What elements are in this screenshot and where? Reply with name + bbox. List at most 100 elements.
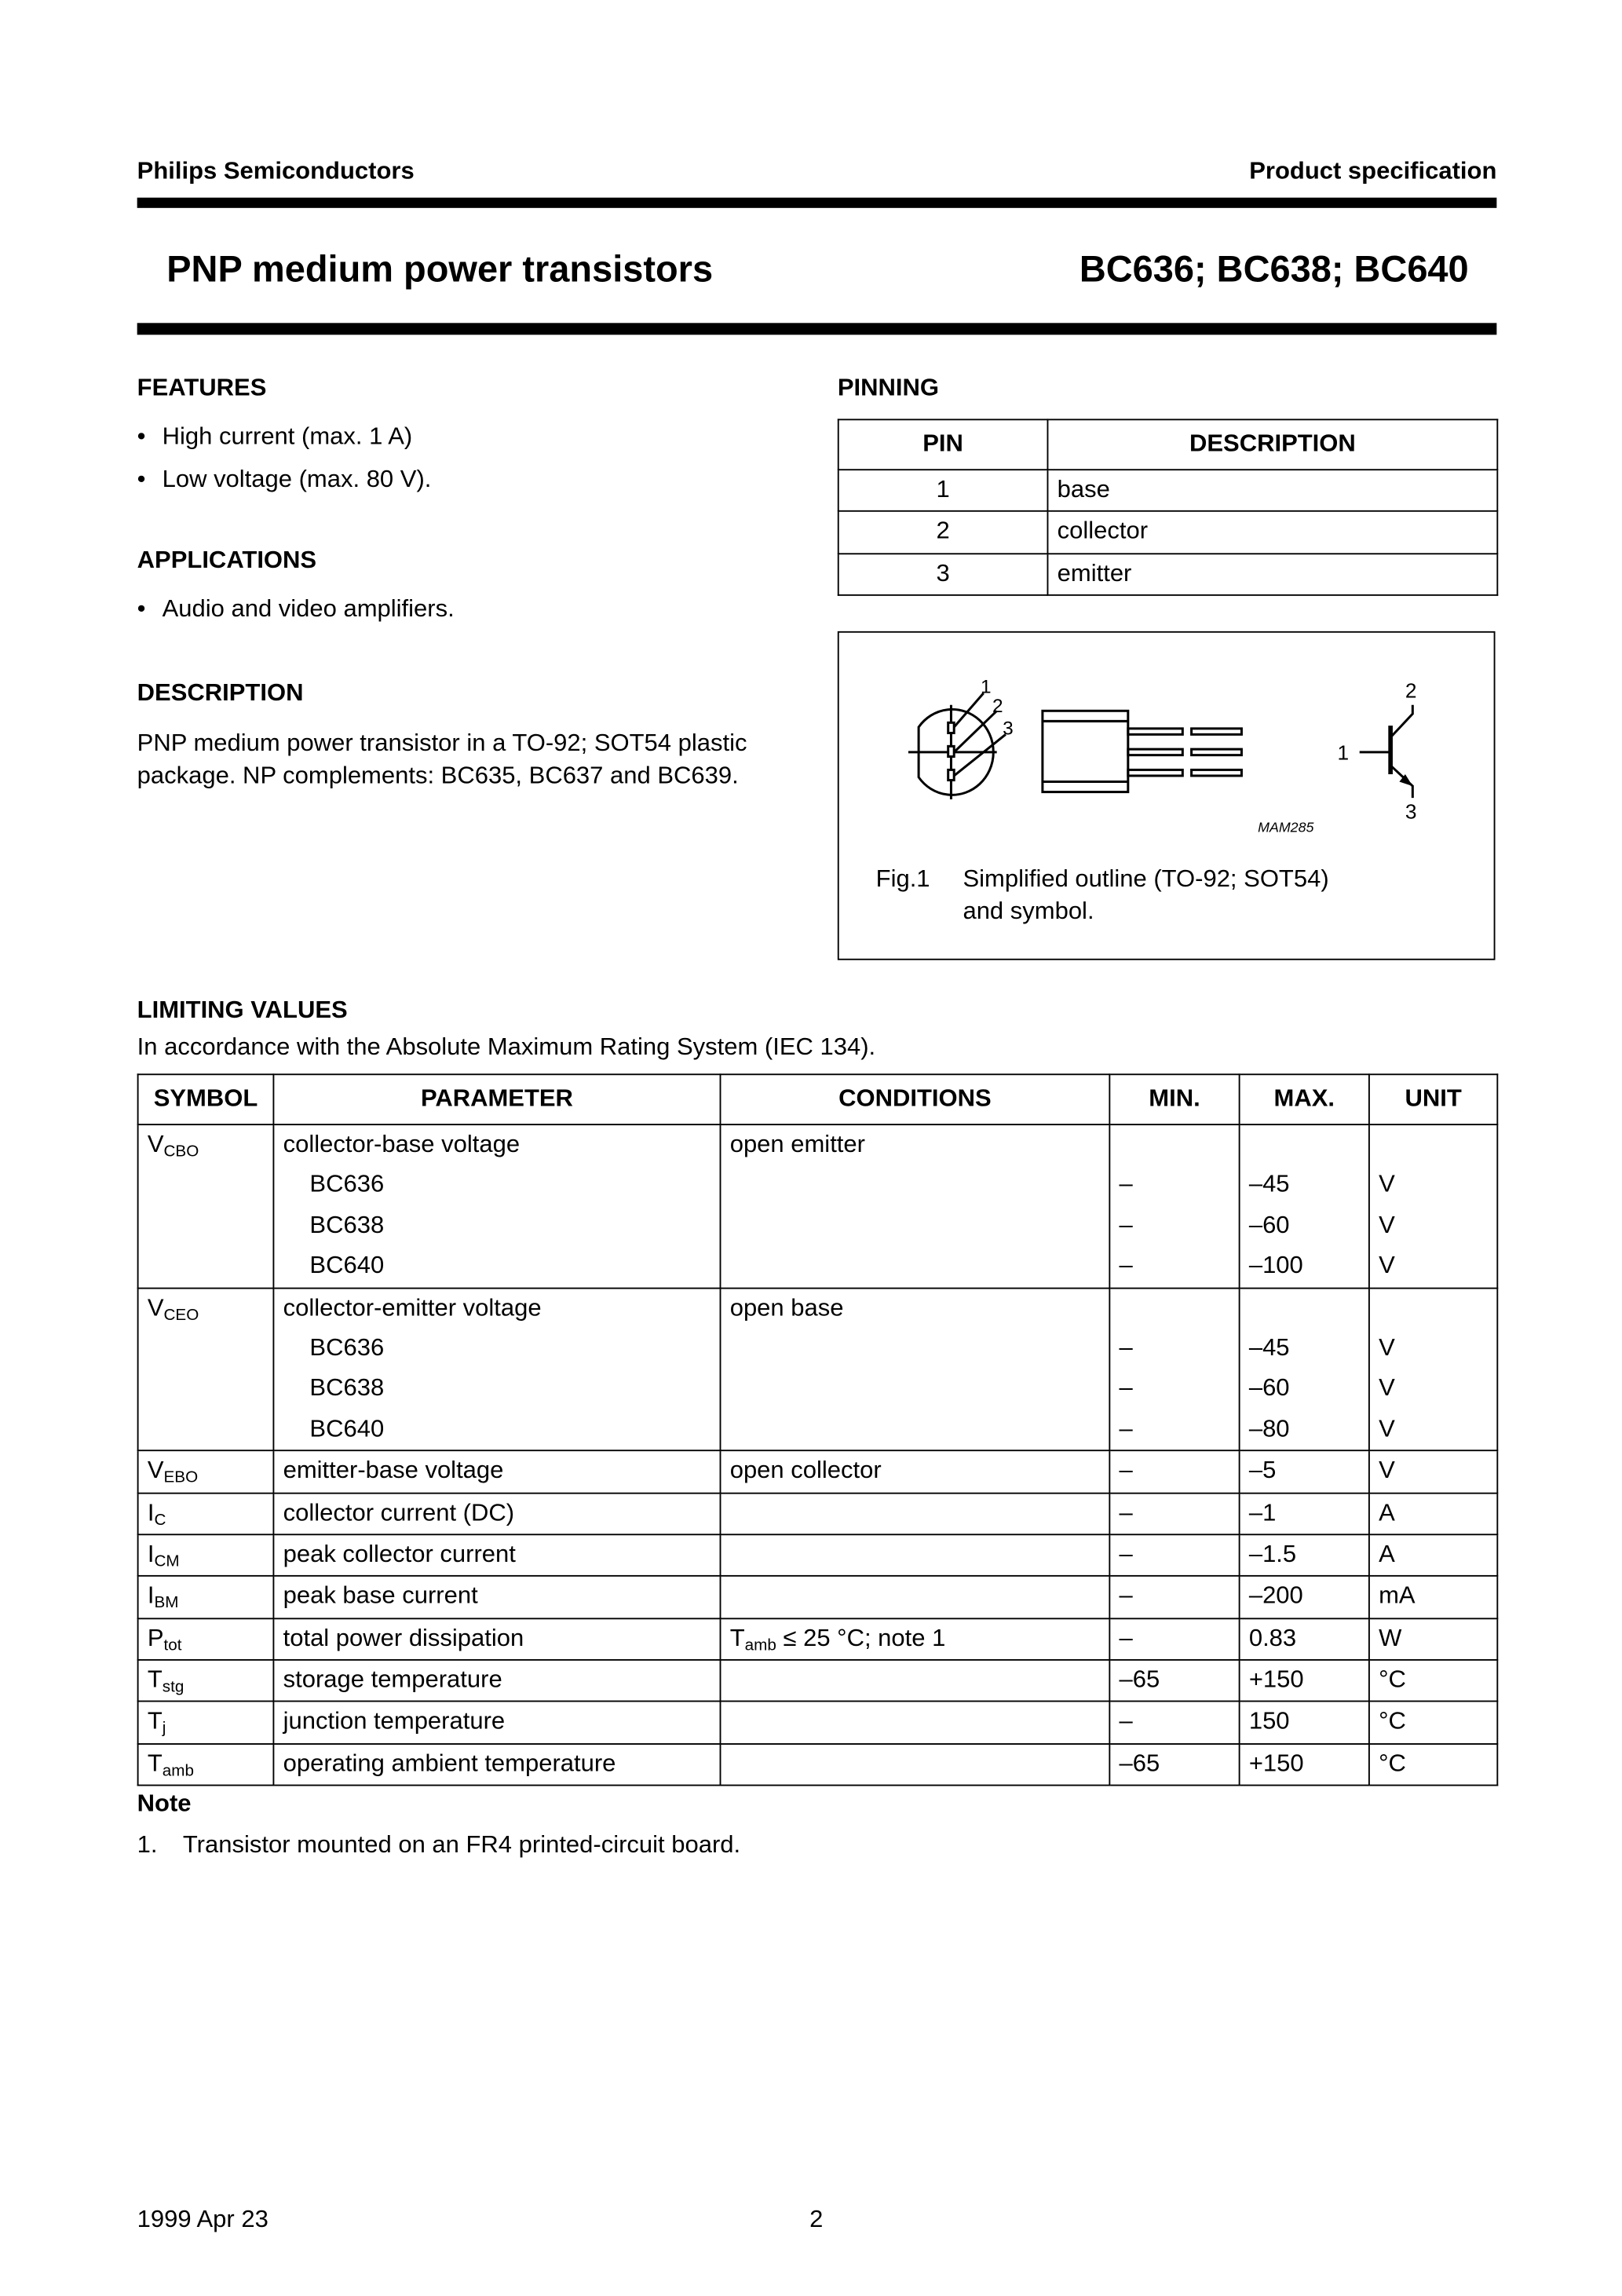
table-row: ICM peak collector current – –1.5 A <box>137 1534 1499 1578</box>
symbol-pin-label: 2 <box>1405 678 1417 702</box>
spacer <box>1249 1289 1360 1329</box>
limiting-values-table: SYMBOL PARAMETER CONDITIONS MIN. MAX. UN… <box>137 1073 1499 1786</box>
symbol-subscript: CEO <box>163 1306 199 1324</box>
description-heading: DESCRIPTION <box>137 679 304 707</box>
figure-caption: and symbol. <box>963 898 1094 925</box>
conditions-cell <box>719 1701 1111 1745</box>
symbol: Tj <box>148 1702 264 1742</box>
figure-caption: Simplified outline (TO-92; SOT54) <box>963 865 1329 893</box>
part-number: BC638 <box>309 1375 385 1402</box>
column-header: UNIT <box>1368 1073 1499 1126</box>
symbol-cell: Tj <box>137 1701 275 1745</box>
unit-value: V <box>1379 1252 1395 1279</box>
table-row: 2 collector <box>837 510 1499 554</box>
parameter: collector-emitter voltage <box>283 1294 542 1322</box>
pinning-table: PIN DESCRIPTION 1 base 2 collector 3 emitter <box>837 419 1499 597</box>
parameter: junction temperature <box>283 1708 506 1735</box>
description-text: PNP medium power transistor in a TO-92; … <box>137 727 747 792</box>
applications-list: Audio and video amplifiers. <box>137 588 455 631</box>
figure-code: MAM285 <box>1258 819 1313 835</box>
symbol: IBM <box>148 1577 264 1617</box>
max-value: –45 <box>1248 1334 1290 1362</box>
to92-bottom-view <box>917 707 995 796</box>
min-value: – <box>1119 1582 1133 1610</box>
conditions-cell <box>719 1534 1111 1578</box>
conditions <box>730 1745 1100 1785</box>
symbol-letter: V <box>147 1294 164 1322</box>
table-row: Tamb operating ambient temperature –65 +150… <box>137 1742 1499 1786</box>
condition-text: open base <box>729 1294 844 1322</box>
features-heading: FEATURES <box>137 375 267 401</box>
conditions-cell <box>719 1742 1111 1786</box>
symbol: Tstg <box>148 1661 264 1701</box>
min-value: – <box>1119 1499 1133 1526</box>
table-row: IC collector current (DC) – –1 A <box>137 1491 1499 1536</box>
conditions: open base <box>730 1289 1100 1329</box>
spacer <box>1379 1125 1488 1165</box>
conditions-cell: open emitter <box>719 1124 1111 1289</box>
min-value: – <box>1119 1457 1133 1484</box>
min-cell: –65 <box>1109 1659 1240 1703</box>
parameter: total power dissipation <box>283 1625 524 1651</box>
symbol-letter: T <box>147 1750 163 1777</box>
spacer <box>1120 1289 1230 1329</box>
pin-description: emitter <box>1047 552 1499 597</box>
header-rule <box>137 197 1497 208</box>
table-row: 1 base <box>837 469 1499 513</box>
conditions <box>730 1661 1100 1701</box>
conditions: Tamb ≤ 25 °C; note 1 <box>730 1619 1100 1659</box>
max-cell: –200 <box>1238 1575 1370 1619</box>
min-cell: – <box>1109 1617 1240 1662</box>
symbol-subscript: j <box>162 1720 166 1738</box>
table-row: VCEO collector-emitter voltage BC636 BC638 B… <box>137 1286 1499 1452</box>
parameter: emitter-base voltage <box>283 1457 504 1484</box>
max-value: +150 <box>1248 1666 1304 1694</box>
to92-side-view <box>1041 709 1130 794</box>
min-value: – <box>1119 1172 1133 1198</box>
company-name: Philips Semiconductors <box>137 157 415 185</box>
symbol-cell: Tstg <box>137 1659 275 1703</box>
max-value: –45 <box>1248 1172 1290 1198</box>
spacer <box>1379 1289 1488 1329</box>
table-row: IBM peak base current – –200 mA <box>137 1575 1499 1619</box>
unit-cell: A <box>1368 1534 1499 1578</box>
unit-value: °C <box>1379 1708 1406 1735</box>
pin-number: 2 <box>837 510 1049 554</box>
min-value: – <box>1119 1708 1133 1735</box>
unit-cell: W <box>1368 1617 1499 1662</box>
column-header: MIN. <box>1109 1073 1240 1126</box>
conditions: open collector <box>730 1451 1100 1491</box>
features-list: High current (max. 1 A) Low voltage (max… <box>137 416 432 502</box>
symbol-subscript: C <box>154 1511 166 1529</box>
list-item: Low voltage (max. 80 V). <box>137 459 432 501</box>
symbol-cell: IBM <box>137 1575 275 1619</box>
pin-label: 1 <box>981 677 992 698</box>
max-cell: –5 <box>1238 1450 1370 1493</box>
unit-value: V <box>1379 1415 1395 1442</box>
part-numbers: BC636; BC638; BC640 <box>1079 249 1469 291</box>
parameter-cell: junction temperature <box>272 1701 721 1745</box>
unit-value: V <box>1379 1172 1395 1198</box>
min-value: – <box>1119 1334 1133 1362</box>
description-line: PNP medium power transistor in a TO-92; … <box>137 729 747 757</box>
symbol-letter: I <box>147 1582 155 1610</box>
pin-description: collector <box>1047 510 1499 554</box>
symbol-letter: T <box>147 1666 163 1694</box>
condition-subscript: amb <box>744 1636 776 1654</box>
max-value: –1.5 <box>1248 1541 1297 1568</box>
pin-number: 3 <box>837 552 1049 597</box>
max-cell: –1.5 <box>1238 1534 1370 1578</box>
unit-value: V <box>1379 1334 1395 1362</box>
spacer <box>1249 1125 1360 1165</box>
symbol-letter: I <box>147 1499 155 1526</box>
parameter-cell: peak collector current <box>272 1534 721 1578</box>
symbol-pin-label: 3 <box>1405 799 1417 823</box>
parameter-cell: collector-emitter voltage BC636 BC638 BC640 <box>272 1286 721 1452</box>
min-value: – <box>1119 1252 1133 1279</box>
pin-label: 3 <box>1003 718 1014 739</box>
symbol-cell: VEBO <box>137 1450 275 1493</box>
symbol: Ptot <box>148 1619 264 1659</box>
part-number: BC636 <box>309 1172 385 1198</box>
min-cell: – <box>1109 1491 1240 1536</box>
min-value: – <box>1119 1212 1133 1239</box>
